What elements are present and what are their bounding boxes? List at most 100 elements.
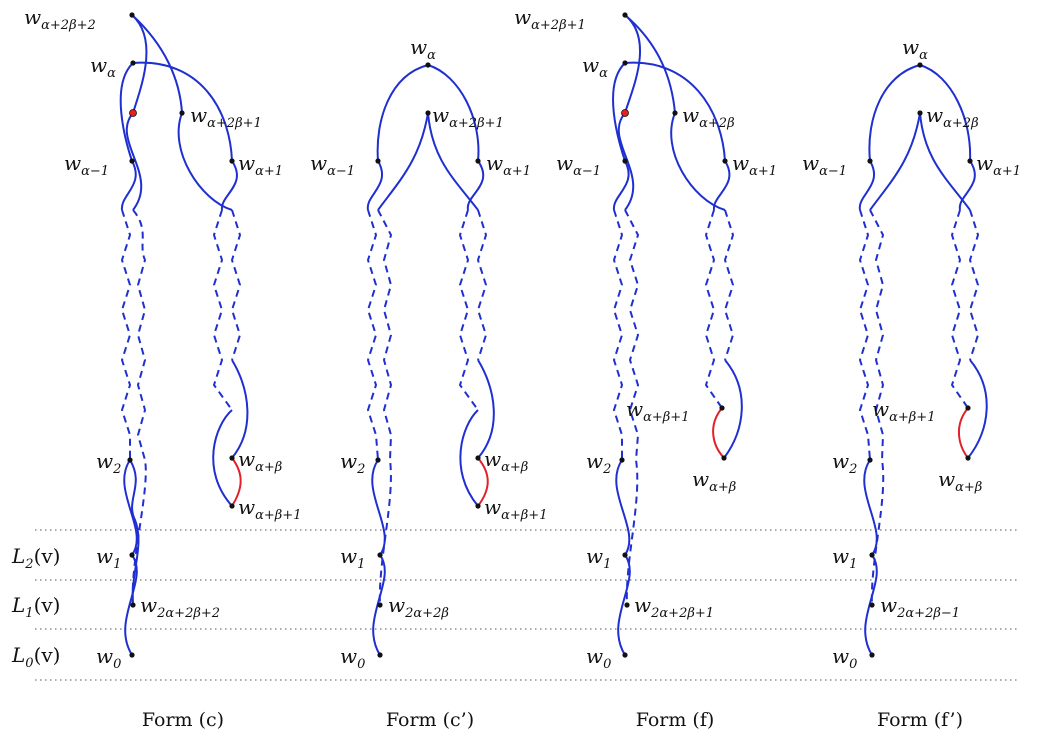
label-w0: w0 [832, 644, 857, 672]
edge-alpha-plus-down [712, 160, 731, 211]
edge-right-lower-2 [212, 409, 233, 507]
edge-right-lower-2 [459, 409, 479, 507]
vertex-ab [721, 455, 727, 461]
edge-right-lower [477, 359, 495, 459]
edge-top-right [624, 14, 676, 114]
label-w2: w2 [832, 449, 857, 477]
vertex-ab [229, 455, 235, 461]
edge-alpha-minus [612, 62, 626, 162]
label-inner: wα+2β [682, 103, 735, 131]
label-alpha-plus: wα+1 [732, 151, 777, 179]
edge-right-dashed [212, 209, 233, 411]
vertex-ab1 [965, 405, 971, 411]
vertex-ab1 [475, 503, 481, 509]
edge-alpha-minus [868, 64, 921, 162]
level-label-2: L2(v) [11, 544, 60, 572]
form-c-prime: wα wα+2β+1 wα−1 wα+1 wα+β wα+β+1 w2 w1 w… [310, 35, 547, 731]
label-ab: wα+β [238, 447, 282, 475]
vertex-w0 [869, 652, 875, 658]
caption-form-c-prime: Form (c’) [386, 709, 474, 731]
edge-inner-right [919, 112, 971, 211]
label-w2: w2 [586, 449, 611, 477]
edge-w2-w1 [123, 459, 138, 556]
vertex-w2 [375, 457, 381, 463]
edge-alpha-plus-down [958, 160, 976, 211]
form-c: wα+2β+2 wα wα+2β+1 wα−1 wα+1 wα+β wα+β+1… [24, 5, 301, 731]
edge-w1-w0 [864, 554, 878, 656]
edge-w1-w0 [372, 554, 386, 656]
form-f-prime: wα wα+2β wα−1 wα+1 wα+β+1 wα+β w2 w1 w2α… [802, 35, 1021, 731]
label-ab: wα+β [692, 467, 736, 495]
caption-form-c: Form (c) [142, 709, 224, 731]
edge-inner-left [377, 112, 429, 211]
edge-red [477, 457, 489, 507]
edge-alpha-plus [624, 61, 726, 162]
vertex-inner [179, 110, 185, 116]
label-ab1: wα+β+1 [626, 397, 689, 425]
edge-left-dashed [366, 209, 379, 461]
label-alpha-plus: wα+1 [486, 151, 531, 179]
edge-left-dashed-2 [624, 209, 640, 606]
label-low: w2α+2β+1 [634, 593, 714, 621]
vertex-red [621, 109, 629, 117]
vertex-ab1 [229, 503, 235, 509]
label-low: w2α+2β−1 [880, 593, 960, 621]
label-ab1: wα+β+1 [238, 495, 301, 523]
edge-right-dashed-2 [723, 209, 735, 361]
vertex-w1 [129, 552, 135, 558]
edge-left-dashed [612, 209, 624, 460]
edge-right-dashed [950, 209, 969, 409]
edge-right-dashed [458, 209, 479, 411]
edge-w2-w1 [863, 459, 878, 556]
label-alpha-minus: wα−1 [64, 151, 109, 179]
edge-right-lower [231, 359, 249, 459]
edge-left-dashed-2 [377, 209, 393, 606]
edge-right-dashed-2 [968, 209, 980, 361]
label-alpha: wα [902, 35, 928, 63]
label-alpha-minus: wα−1 [310, 151, 355, 179]
level-label-0: L0(v) [11, 643, 60, 671]
edge-alpha-plus [132, 61, 233, 162]
vertex-alpha-minus [622, 158, 628, 164]
vertex-top [622, 12, 628, 18]
vertex-low [624, 602, 630, 608]
edge-alpha-plus [919, 64, 972, 162]
edge-alpha-minus [376, 64, 429, 162]
edge-alpha-minus-down [858, 160, 876, 211]
vertex-inner [672, 110, 678, 116]
vertex-alpha-minus [129, 158, 135, 164]
vertex-red [129, 109, 137, 117]
vertex-top [129, 12, 135, 18]
caption-form-f-prime: Form (f’) [877, 709, 963, 731]
label-w0: w0 [586, 644, 611, 672]
vertex-w2 [619, 457, 625, 463]
edge-top-inner [131, 14, 148, 114]
edge-right-dashed [704, 209, 723, 409]
edge-red [712, 407, 725, 459]
edge-alpha-minus-down [120, 160, 137, 211]
label-top: wα+2β+1 [514, 5, 586, 33]
label-alpha: wα [582, 53, 608, 81]
vertex-w1 [622, 552, 628, 558]
vertex-inner [917, 110, 923, 116]
edge-left-dashed [858, 209, 871, 461]
edge-inner-left [125, 112, 143, 211]
vertex-ab1 [719, 405, 725, 411]
vertex-ab [475, 455, 481, 461]
label-alpha-minus: wα−1 [802, 151, 847, 179]
edge-right-dashed-2 [230, 209, 242, 361]
label-low: w2α+2β [388, 593, 449, 621]
form-f: wα+2β+1 wα wα+2β wα−1 wα+1 wα+β+1 wα+β w… [514, 5, 777, 731]
edge-alpha-plus-down [220, 160, 238, 211]
edge-left-dashed-2 [869, 209, 885, 606]
label-w1: w1 [586, 544, 611, 572]
label-alpha: wα [90, 53, 116, 81]
vertex-w1 [869, 552, 875, 558]
edge-alpha-minus-down [612, 160, 630, 211]
level-labels: L2(v) L1(v) L0(v) [11, 544, 60, 671]
edge-alpha-minus-down [366, 160, 384, 211]
edge-w1-w0 [617, 554, 631, 656]
caption-form-f: Form (f) [636, 709, 715, 731]
label-ab1: wα+β+1 [484, 495, 547, 523]
label-w2: w2 [340, 449, 365, 477]
